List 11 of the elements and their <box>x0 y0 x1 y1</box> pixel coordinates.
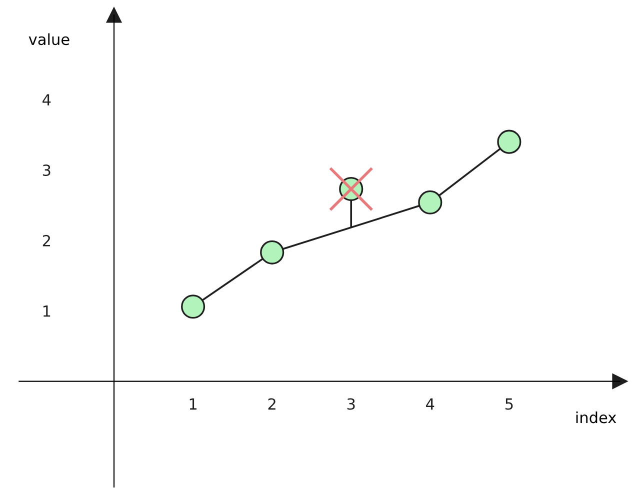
x-tick-label: 5 <box>506 398 513 410</box>
x-tick-label: 2 <box>268 398 276 410</box>
y-tick-label: 2 <box>42 234 50 246</box>
x-axis-title: index <box>576 411 616 424</box>
x-tick-label: 3 <box>347 398 355 410</box>
y-tick-label: 1 <box>43 306 50 317</box>
x-tick-label: 1 <box>190 398 196 410</box>
x-tick-label: 4 <box>426 398 434 410</box>
y-axis-title: value <box>28 33 70 46</box>
y-tick-label: 4 <box>42 94 51 106</box>
y-tick-label: 3 <box>42 164 50 176</box>
